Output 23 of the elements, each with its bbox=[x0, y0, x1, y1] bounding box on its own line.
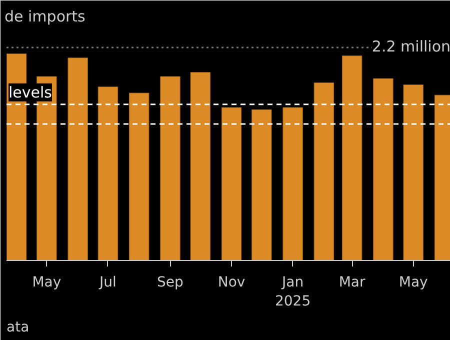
bar bbox=[190, 72, 210, 260]
bar bbox=[252, 109, 272, 260]
ref-line-label: 2.2 million bbox=[372, 38, 450, 56]
x-tick-label: May bbox=[32, 274, 62, 290]
x-tick-label: Mar bbox=[338, 274, 366, 290]
bar bbox=[373, 78, 394, 260]
text: ata bbox=[6, 320, 30, 336]
x-tick-label: Nov bbox=[218, 274, 246, 290]
bar bbox=[282, 107, 303, 260]
x-tick-label: Jan 2025 bbox=[274, 274, 311, 310]
bar bbox=[403, 84, 424, 260]
bar bbox=[342, 56, 362, 260]
bar bbox=[68, 58, 88, 260]
x-tick-label: Jul bbox=[98, 274, 116, 290]
bar bbox=[221, 107, 242, 260]
bar bbox=[98, 86, 118, 260]
chart-title: de imports bbox=[4, 8, 86, 26]
x-tick-label: May bbox=[398, 274, 428, 290]
bar bbox=[129, 92, 150, 260]
x-tick-label: Sep bbox=[157, 274, 184, 290]
bar bbox=[314, 82, 334, 260]
bar bbox=[160, 76, 180, 260]
ref-line-label: levels bbox=[8, 83, 52, 102]
